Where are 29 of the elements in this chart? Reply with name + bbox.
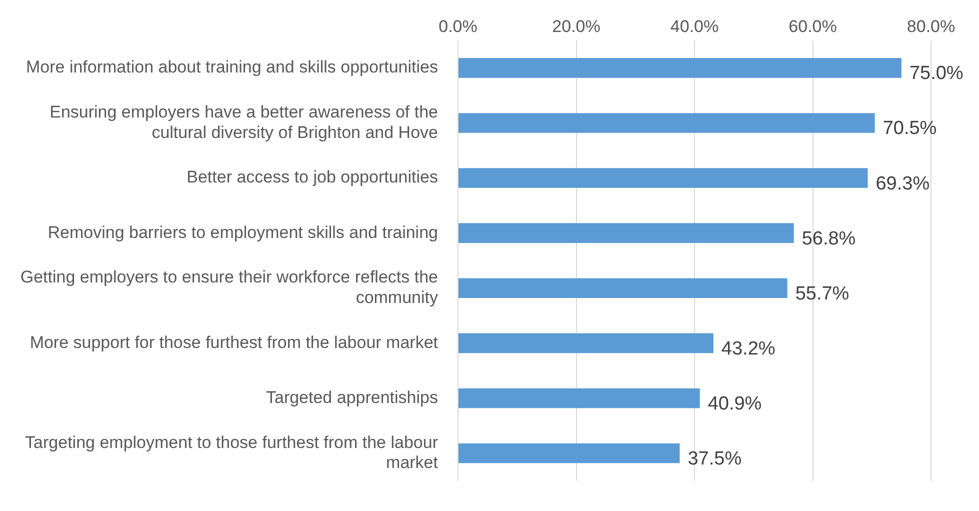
y-tick-label: Removing barriers to employment skills and training (48, 222, 438, 242)
x-tick-label: 40.0% (670, 16, 719, 36)
data-label: 70.5% (882, 118, 937, 140)
bar (458, 278, 788, 298)
bar (458, 333, 714, 354)
y-tick-label: Targeting employment to those furthest from the labour market (25, 432, 438, 472)
data-label: 69.3% (876, 173, 930, 194)
data-label: 75.0% (909, 63, 964, 84)
y-tick-label: Getting employers to ensure their workforce reflects the community (20, 268, 438, 308)
data-label: 37.5% (688, 448, 742, 470)
x-tick-label: 20.0% (552, 16, 600, 36)
y-tick-label: Targeted apprentiships (266, 388, 438, 407)
bar (458, 113, 875, 133)
bar (458, 58, 902, 78)
y-tick-label: More support for those furthest from the labour market (30, 332, 438, 352)
x-tick-label: 0.0% (438, 16, 478, 36)
data-label: 55.7% (795, 283, 850, 304)
bar (458, 388, 700, 408)
x-tick-label: 60.0% (788, 16, 837, 36)
data-label: 40.9% (708, 393, 762, 414)
x-tick-label: 80.0% (906, 16, 956, 36)
y-tick-label: More information about training and skills opportunities (26, 58, 438, 77)
bar (458, 223, 794, 243)
y-tick-label: Ensuring employers have a better awareness of the cultural diversity of Brighton and Hove (50, 102, 438, 142)
bar (458, 443, 680, 464)
data-label: 43.2% (721, 338, 776, 360)
data-label: 56.8% (802, 228, 856, 250)
y-tick-label: Better access to job opportunities (186, 168, 438, 187)
bar (458, 168, 868, 188)
